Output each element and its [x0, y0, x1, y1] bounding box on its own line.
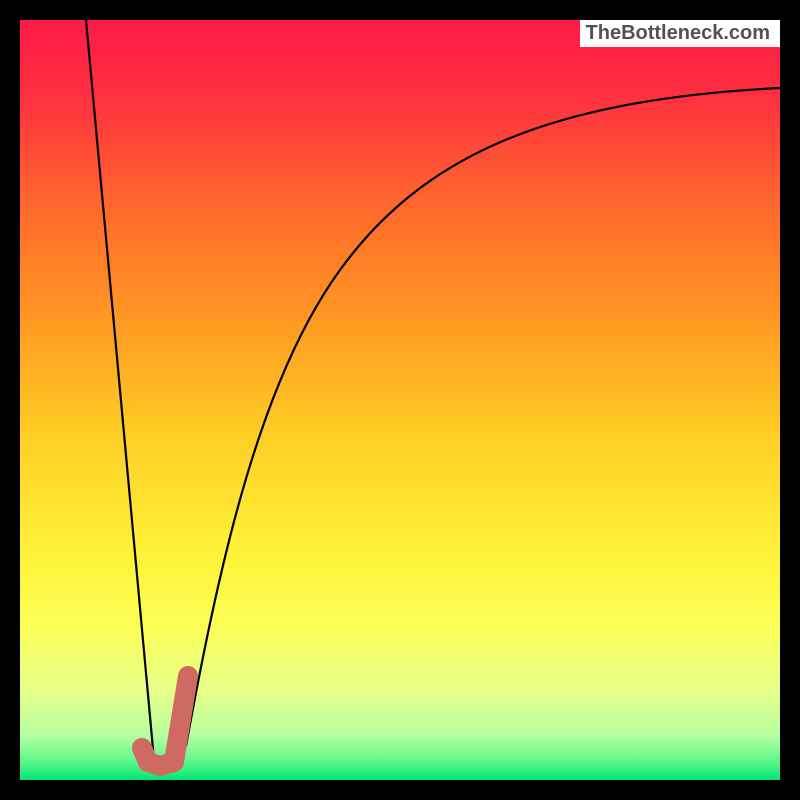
- chart-container: TheBottleneck.com: [0, 0, 800, 800]
- curve-layer: [20, 20, 780, 780]
- watermark-text: TheBottleneck.com: [586, 22, 770, 44]
- j-hook-marker: [142, 676, 188, 766]
- right-asymptotic-curve: [186, 88, 780, 746]
- watermark-label: TheBottleneck.com: [580, 20, 780, 47]
- left-descending-line: [86, 20, 154, 760]
- plot-area: TheBottleneck.com: [20, 20, 780, 780]
